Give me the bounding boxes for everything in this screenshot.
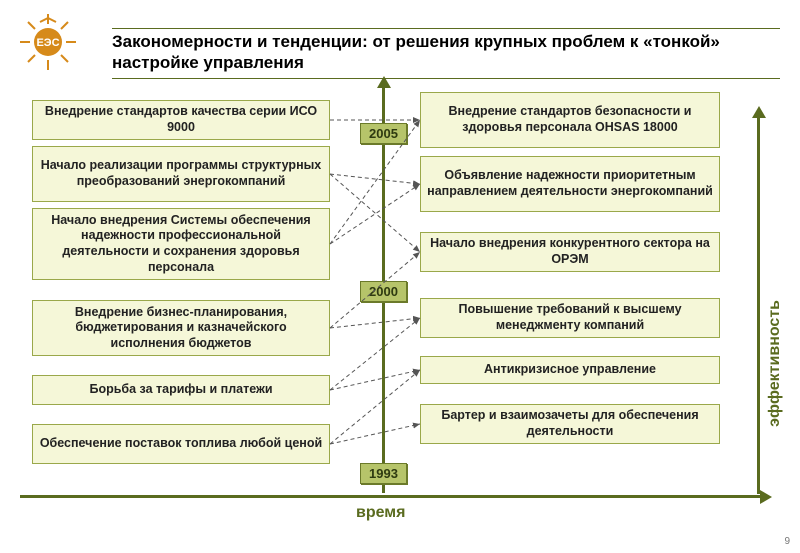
slide-title-block: Закономерности и тенденции: от решения к…	[112, 28, 780, 79]
right-box-4: Повышение требований к высшему менеджмен…	[420, 298, 720, 338]
left-box-4: Внедрение бизнес-планирования, бюджетиро…	[32, 300, 330, 356]
horizontal-time-axis	[20, 495, 760, 498]
year-2005: 2005	[360, 123, 407, 144]
year-1993: 1993	[360, 463, 407, 484]
page-number: 9	[784, 536, 790, 547]
left-box-1: Внедрение стандартов качества серии ИСО …	[32, 100, 330, 140]
right-box-1: Внедрение стандартов безопасности и здор…	[420, 92, 720, 148]
right-box-5: Антикризисное управление	[420, 356, 720, 384]
effectiveness-axis-label: эффективность	[766, 300, 784, 427]
left-box-6: Обеспечение поставок топлива любой ценой	[32, 424, 330, 464]
time-axis-label: время	[356, 504, 405, 522]
year-2000: 2000	[360, 281, 407, 302]
effectiveness-axis	[757, 118, 760, 494]
right-box-6: Бартер и взаимозачеты для обеспечения де…	[420, 404, 720, 444]
svg-text:ЕЭС: ЕЭС	[36, 37, 59, 49]
left-box-5: Борьба за тарифы и платежи	[32, 375, 330, 405]
right-box-3: Начало внедрения конкурентного сектора н…	[420, 232, 720, 272]
left-box-2: Начало реализации программы структурных …	[32, 146, 330, 202]
slide-title: Закономерности и тенденции: от решения к…	[112, 31, 780, 74]
right-box-2: Объявление надежности приоритетным напра…	[420, 156, 720, 212]
logo-icon: ЕЭС	[18, 12, 78, 72]
left-box-3: Начало внедрения Системы обеспечения над…	[32, 208, 330, 280]
